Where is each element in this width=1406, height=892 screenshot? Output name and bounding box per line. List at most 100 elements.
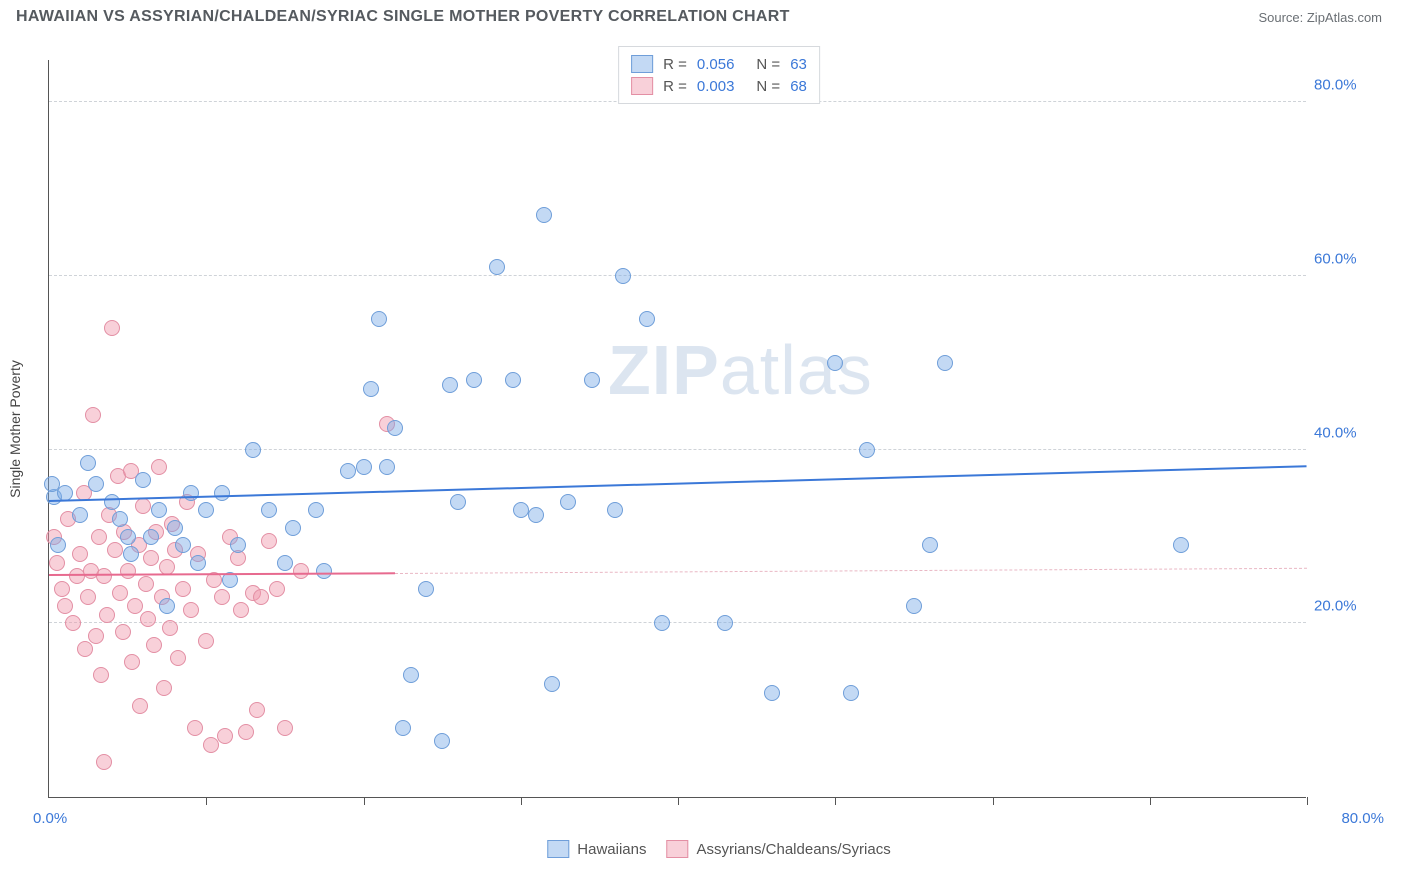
x-tick [678, 797, 679, 805]
data-point [937, 355, 953, 371]
data-point [151, 459, 167, 475]
legend-series: Hawaiians Assyrians/Chaldeans/Syriacs [547, 840, 890, 858]
data-point [277, 555, 293, 571]
data-point [135, 498, 151, 514]
data-point [65, 615, 81, 631]
data-point [72, 507, 88, 523]
x-tick [206, 797, 207, 805]
data-point [615, 268, 631, 284]
x-tick [993, 797, 994, 805]
y-tick-label: 80.0% [1314, 77, 1384, 94]
data-point [356, 459, 372, 475]
data-point [72, 546, 88, 562]
data-point [104, 320, 120, 336]
x-axis-max-label: 80.0% [1341, 810, 1384, 827]
data-point [175, 581, 191, 597]
data-point [143, 550, 159, 566]
data-point [395, 720, 411, 736]
data-point [466, 372, 482, 388]
x-tick [1307, 797, 1308, 805]
y-tick-label: 20.0% [1314, 598, 1384, 615]
data-point [249, 702, 265, 718]
data-point [96, 754, 112, 770]
data-point [190, 555, 206, 571]
data-point [135, 472, 151, 488]
data-point [198, 502, 214, 518]
legend-series-item: Assyrians/Chaldeans/Syriacs [666, 840, 890, 858]
gridline [49, 622, 1306, 623]
data-point [104, 494, 120, 510]
data-point [120, 563, 136, 579]
x-axis-min-label: 0.0% [33, 810, 67, 827]
legend-n-value: 63 [790, 56, 807, 73]
source-attribution: Source: ZipAtlas.com [1258, 10, 1382, 25]
data-point [138, 576, 154, 592]
data-point [253, 589, 269, 605]
data-point [316, 563, 332, 579]
legend-swatch [631, 55, 653, 73]
data-point [175, 537, 191, 553]
data-point [203, 737, 219, 753]
data-point [80, 455, 96, 471]
data-point [115, 624, 131, 640]
data-point [450, 494, 466, 510]
trend-line [395, 568, 1307, 574]
legend-n-label: N = [756, 56, 780, 73]
data-point [198, 633, 214, 649]
data-point [50, 537, 66, 553]
legend-swatch [666, 840, 688, 858]
legend-swatch [547, 840, 569, 858]
data-point [1173, 537, 1189, 553]
legend-statistics: R =0.056N =63R =0.003N =68 [618, 46, 820, 104]
chart-title: HAWAIIAN VS ASSYRIAN/CHALDEAN/SYRIAC SIN… [16, 8, 790, 26]
data-point [906, 598, 922, 614]
legend-series-label: Hawaiians [577, 841, 646, 858]
chart-container: Single Mother Poverty ZIPatlas 0.0% 80.0… [48, 46, 1390, 826]
data-point [245, 442, 261, 458]
data-point [544, 676, 560, 692]
data-point [277, 720, 293, 736]
data-point [434, 733, 450, 749]
data-point [124, 654, 140, 670]
data-point [442, 377, 458, 393]
data-point [536, 207, 552, 223]
legend-n-label: N = [756, 78, 780, 95]
gridline [49, 275, 1306, 276]
legend-stat-row: R =0.056N =63 [631, 53, 807, 75]
data-point [293, 563, 309, 579]
data-point [269, 581, 285, 597]
data-point [93, 667, 109, 683]
data-point [922, 537, 938, 553]
data-point [285, 520, 301, 536]
data-point [162, 620, 178, 636]
trend-line [49, 465, 1307, 502]
data-point [120, 529, 136, 545]
x-tick [364, 797, 365, 805]
data-point [489, 259, 505, 275]
legend-n-value: 68 [790, 78, 807, 95]
legend-r-value: 0.056 [697, 56, 735, 73]
data-point [584, 372, 600, 388]
data-point [505, 372, 521, 388]
data-point [91, 529, 107, 545]
data-point [127, 598, 143, 614]
data-point [379, 459, 395, 475]
data-point [159, 598, 175, 614]
data-point [233, 602, 249, 618]
data-point [513, 502, 529, 518]
data-point [654, 615, 670, 631]
data-point [214, 589, 230, 605]
data-point [717, 615, 733, 631]
gridline [49, 449, 1306, 450]
x-tick [835, 797, 836, 805]
data-point [170, 650, 186, 666]
data-point [146, 637, 162, 653]
plot-area: Single Mother Poverty ZIPatlas 0.0% 80.0… [48, 60, 1306, 798]
data-point [156, 680, 172, 696]
data-point [261, 533, 277, 549]
data-point [528, 507, 544, 523]
data-point [112, 511, 128, 527]
data-point [57, 598, 73, 614]
legend-stat-row: R =0.003N =68 [631, 75, 807, 97]
data-point [49, 555, 65, 571]
